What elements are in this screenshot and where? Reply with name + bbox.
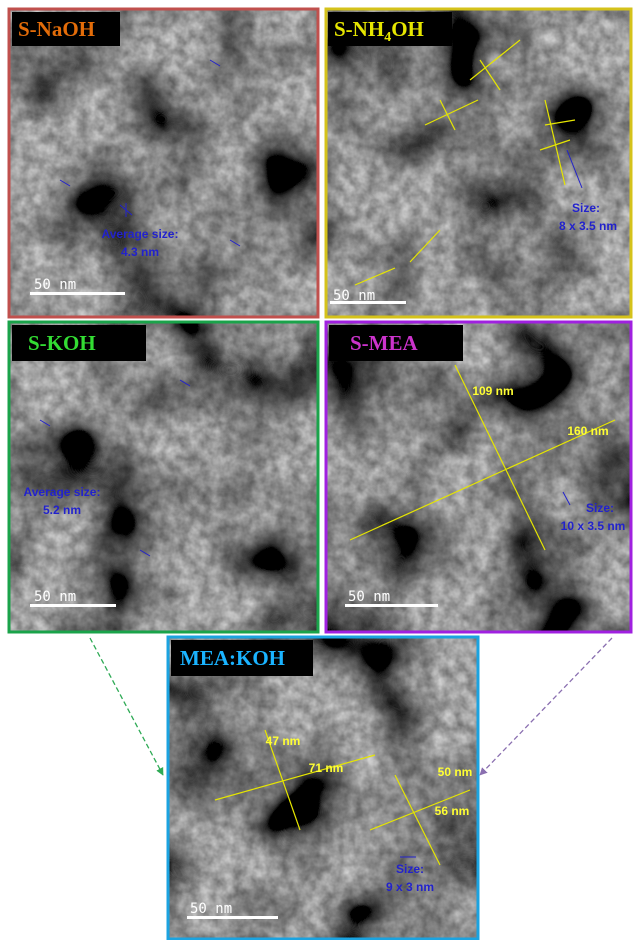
scale-bar-label: 50 nm [190,901,232,917]
annotation: 47 nm [266,734,301,748]
scale-bar [345,604,438,607]
panel-label: MEA:KOH [180,646,285,670]
scale-bar [187,916,278,919]
annotation: 8 x 3.5 nm [559,219,617,233]
tem-image [327,10,630,316]
label-box [171,640,313,676]
annotation: 160 nm [567,424,608,438]
label-box [329,325,463,361]
annotation: 10 x 3.5 nm [561,519,626,533]
panel-border [7,7,320,319]
scale-bar-label: 50 nm [348,589,390,605]
tem-image [10,323,317,631]
annotation: Size: [586,501,614,515]
annotation: 5.2 nm [43,503,81,517]
arrow [89,637,164,776]
label-box [12,325,146,361]
panel-border [324,7,633,319]
label-box [12,12,120,46]
annotation: 109 nm [472,384,513,398]
annotation: 50 nm [438,765,473,779]
panel-border [7,320,320,634]
scale-bar [30,292,125,295]
scale-bar-label: 50 nm [34,277,76,293]
annotation: Size: [572,201,600,215]
tem-image [10,10,317,316]
annotation: 56 nm [435,804,470,818]
particle-marks [39,59,583,858]
tem-image [169,638,477,938]
annotation: Average size: [24,485,101,499]
scale-bar-label: 50 nm [333,288,375,304]
annotation: Size: [396,862,424,876]
label-base: S-NH [334,17,384,41]
panel-label: S-MEA [350,331,419,355]
panel-label: S-NH4OH [334,17,424,45]
annotation: 4.3 nm [121,245,159,259]
scale-bar-label: 50 nm [34,589,76,605]
tem-image [327,323,630,631]
label-subscript: 4 [384,30,391,45]
annotation: 9 x 3 nm [386,880,434,894]
panel-border [324,320,633,634]
label-suffix: OH [391,17,424,41]
scale-bar [330,301,406,304]
label-box [328,12,452,46]
panel-border [166,635,480,940]
annotation: Average size: [102,227,179,241]
panel-label: S-NaOH [18,17,95,41]
panel-label: S-KOH [28,331,96,355]
scale-bar [30,604,116,607]
annotation: 71 nm [309,761,344,775]
measure-lines [214,39,616,866]
arrow [479,637,613,776]
